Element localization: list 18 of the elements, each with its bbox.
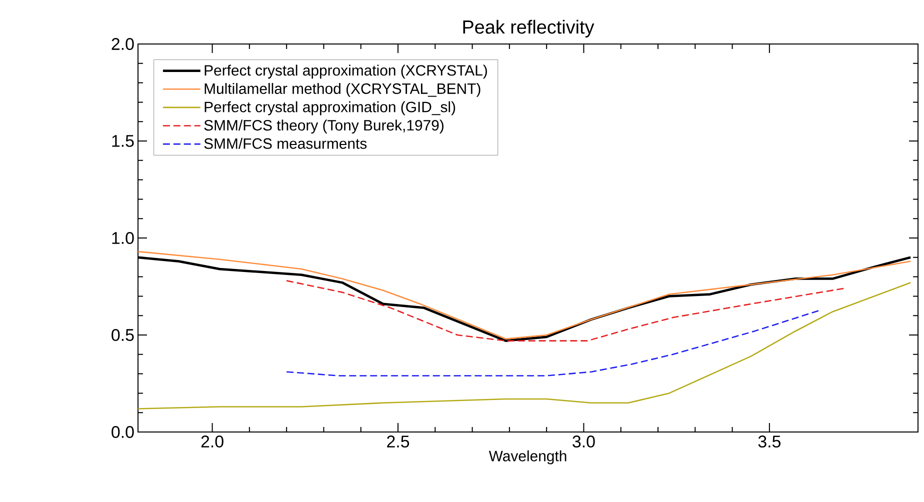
legend-label: Perfect crystal approximation (XCRYSTAL) [204, 64, 487, 79]
legend-label: SMM/FCS measurments [204, 138, 367, 149]
y-tick-label: 1.5 [112, 135, 134, 147]
y-tick-label: 0.5 [112, 329, 134, 341]
x-tick-label: 2.0 [201, 436, 224, 448]
line-series [138, 282, 912, 410]
chart-title: Peak reflectivity [463, 20, 594, 38]
legend-label: SMM/FCS theory (Tony Burek,1979) [204, 120, 444, 134]
x-tick-label: 2.5 [387, 436, 410, 448]
line-series [286, 280, 844, 342]
y-tick-label: 2.0 [112, 38, 134, 50]
x-tick-label: 3.0 [572, 436, 595, 448]
legend-label: Multilamellar method (XCRYSTAL_BENT) [204, 82, 480, 97]
y-tick-label: 0.0 [112, 426, 134, 438]
x-tick-label: 3.5 [758, 436, 780, 448]
legend-label: Perfect crystal approximation (GID_sl) [204, 101, 456, 116]
y-tick-label: 1.0 [112, 232, 134, 244]
x-axis-title: Wavelength [488, 450, 566, 464]
